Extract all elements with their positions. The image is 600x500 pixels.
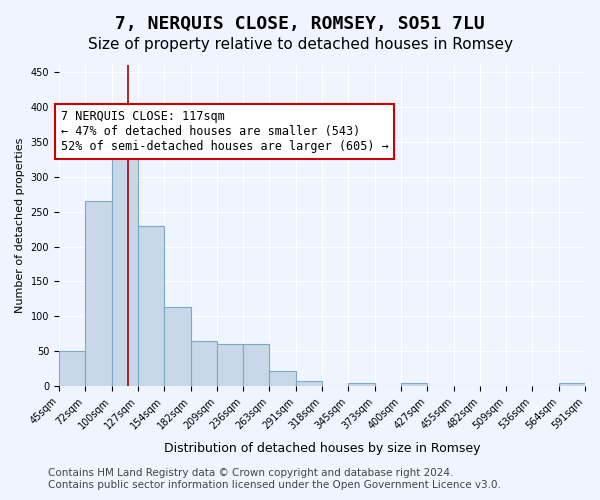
Text: 7 NERQUIS CLOSE: 117sqm
← 47% of detached houses are smaller (543)
52% of semi-d: 7 NERQUIS CLOSE: 117sqm ← 47% of detache…	[61, 110, 389, 154]
Bar	[217, 344, 243, 387]
Bar	[164, 308, 191, 386]
Bar	[112, 149, 138, 386]
Bar	[559, 383, 585, 386]
Bar	[296, 382, 322, 386]
Bar	[138, 226, 164, 386]
Y-axis label: Number of detached properties: Number of detached properties	[15, 138, 25, 314]
Bar	[191, 341, 217, 386]
Bar	[85, 201, 112, 386]
Text: Contains HM Land Registry data © Crown copyright and database right 2024.
Contai: Contains HM Land Registry data © Crown c…	[48, 468, 501, 490]
Bar	[348, 383, 375, 386]
Bar	[59, 352, 85, 386]
X-axis label: Distribution of detached houses by size in Romsey: Distribution of detached houses by size …	[164, 442, 480, 455]
Bar	[243, 344, 269, 387]
Text: 7, NERQUIS CLOSE, ROMSEY, SO51 7LU: 7, NERQUIS CLOSE, ROMSEY, SO51 7LU	[115, 15, 485, 33]
Bar	[401, 384, 427, 386]
Bar	[269, 371, 296, 386]
Text: Size of property relative to detached houses in Romsey: Size of property relative to detached ho…	[88, 38, 512, 52]
